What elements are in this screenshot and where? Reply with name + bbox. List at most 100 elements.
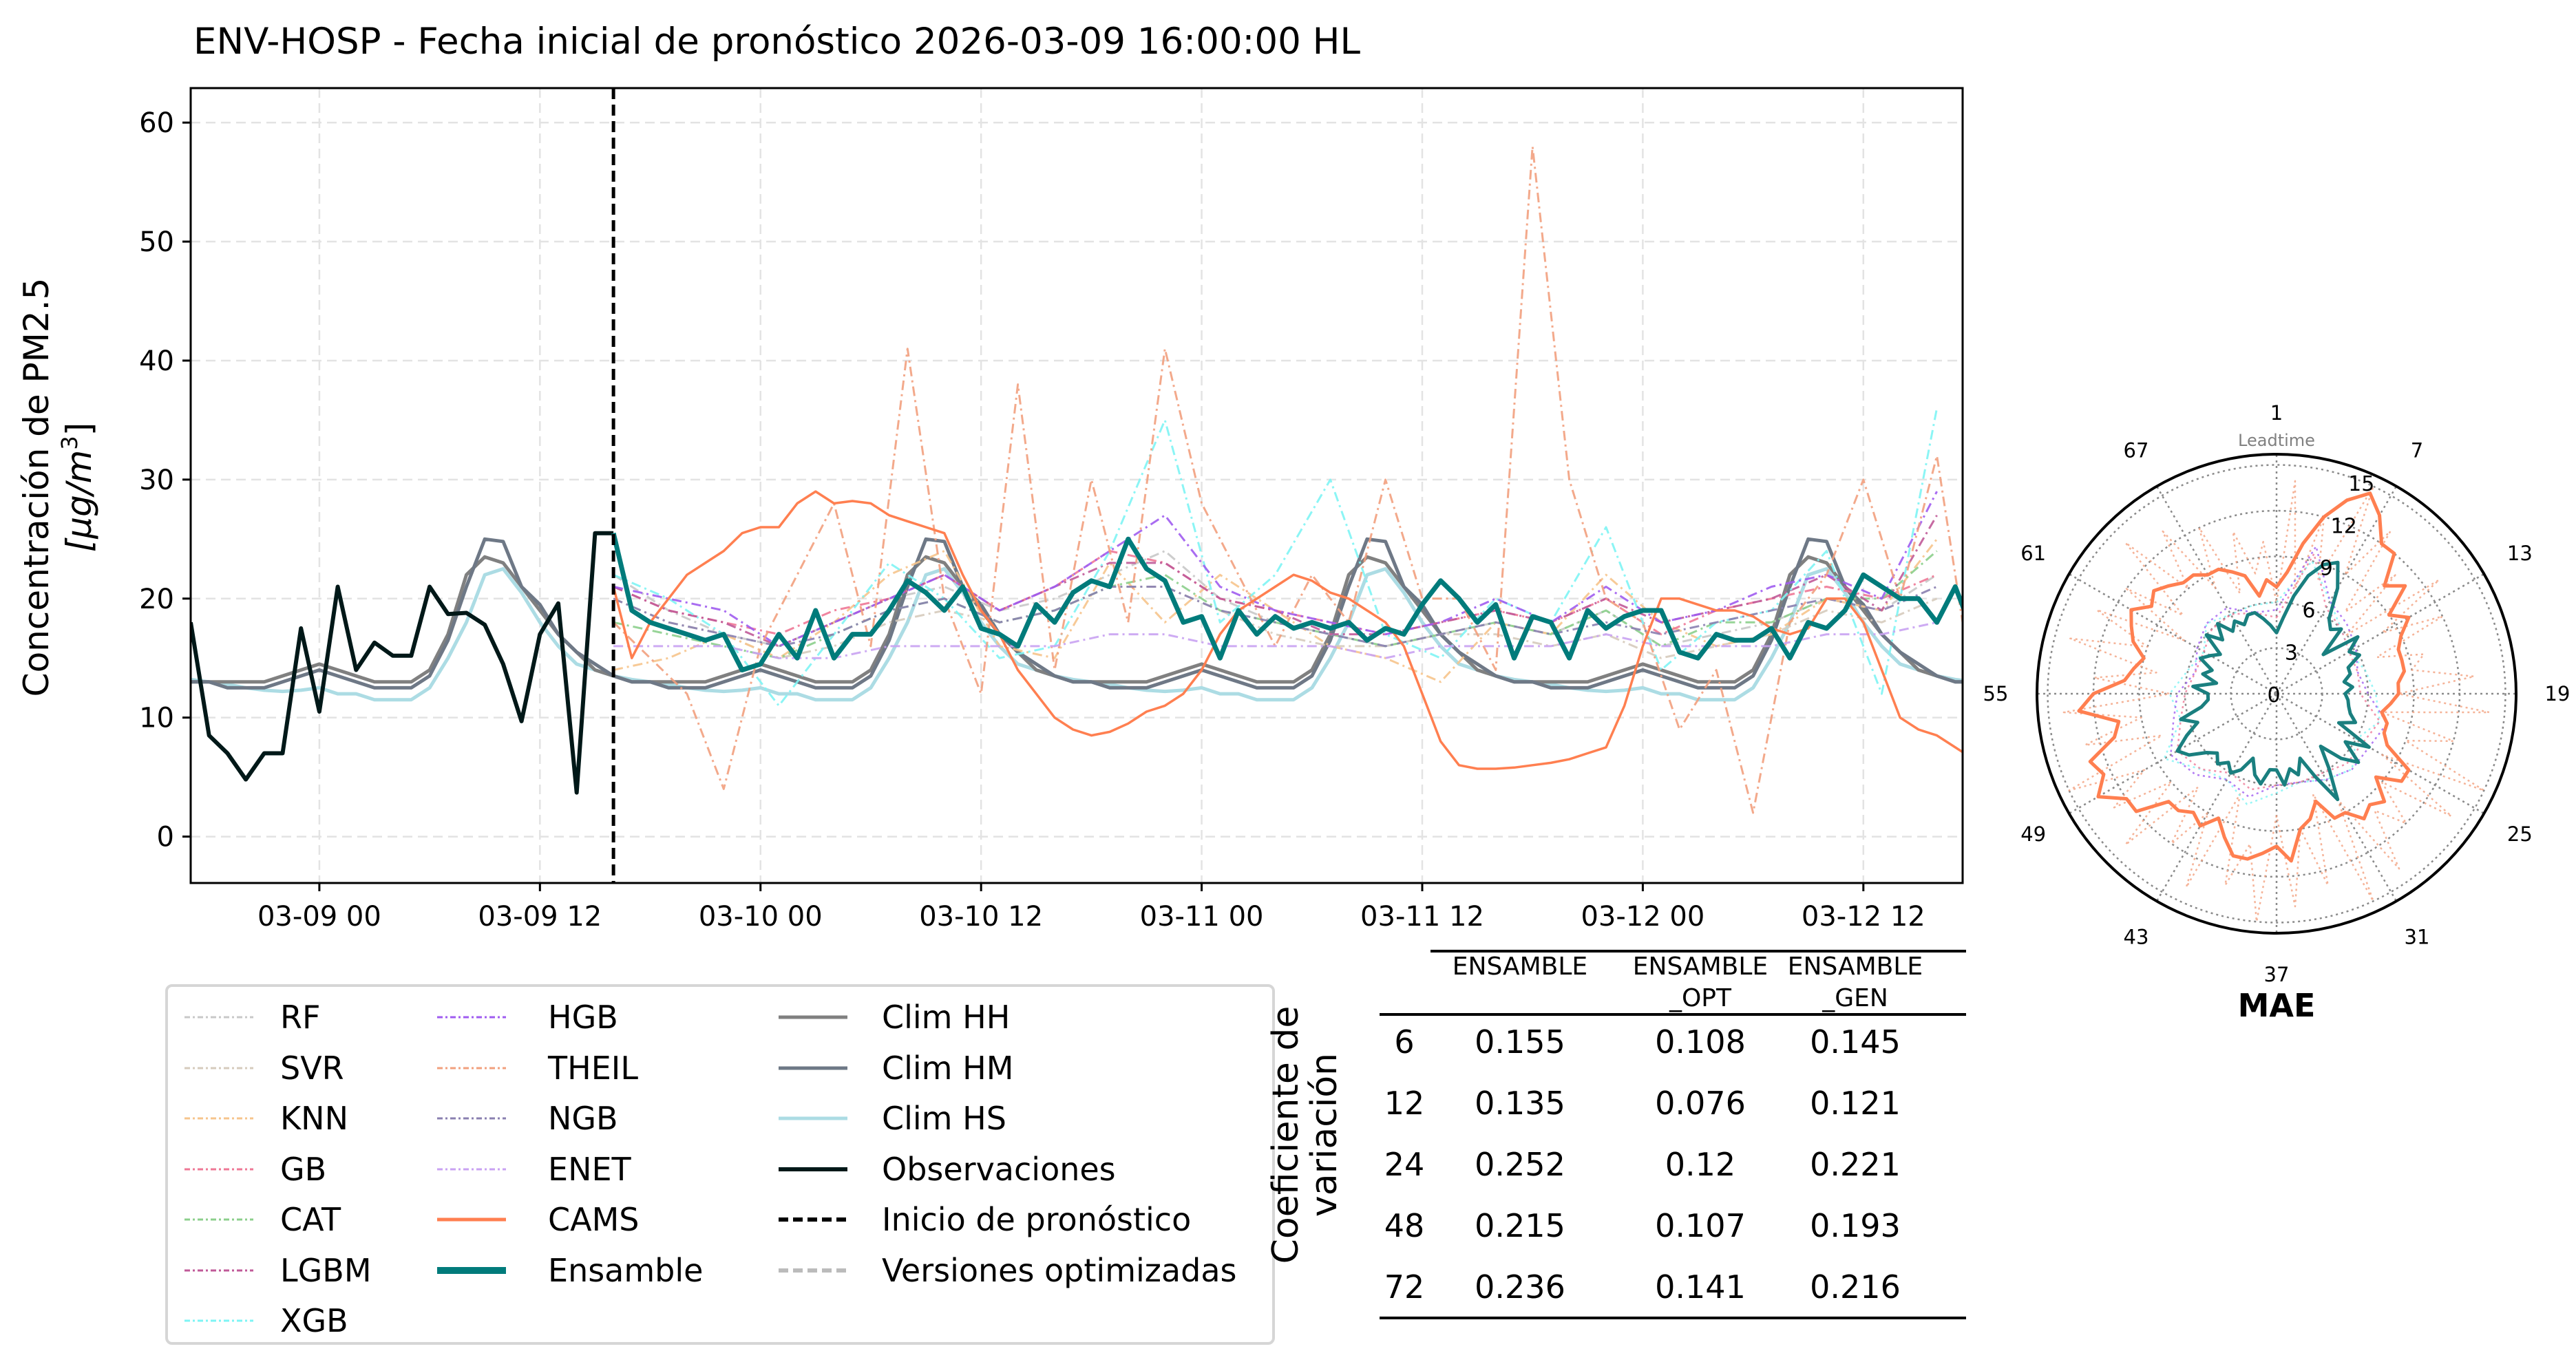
polar-series-hgb — [2170, 545, 2388, 798]
header-line: ENSAMBLE — [1787, 953, 1923, 981]
legend-label: CAMS — [548, 1201, 640, 1238]
pm25-timeseries-chart: ENV-HOSP - Fecha inicial de pronóstico 2… — [17, 21, 1964, 933]
polar-spoke — [2068, 573, 2277, 695]
x-tick-label: 03-09 00 — [257, 901, 381, 933]
polar-ring — [2092, 509, 2461, 878]
legend-item-inicio-de-pron-stico: Inicio de pronóstico — [779, 1199, 1191, 1240]
x-tick-label: 03-11 12 — [1360, 901, 1484, 933]
polar-spoke — [2276, 692, 2485, 815]
polar-theta-label: 37 — [2264, 963, 2290, 986]
side-label-line1: Coeficiente de — [1265, 1005, 1307, 1264]
table-bottom-rule — [1380, 1317, 1966, 1319]
y-tick-label: 40 — [139, 345, 174, 377]
legend-item-rf: RF — [184, 997, 320, 1038]
table-header-3: ENSAMBLE _GEN — [1752, 951, 1959, 1014]
legend-line-icon — [437, 1168, 506, 1170]
header-line: _OPT — [1669, 984, 1732, 1012]
unit-prefix: [μg/m — [59, 450, 99, 553]
series-clim-hh — [191, 555, 1963, 684]
legend-label: Ensamble — [548, 1251, 704, 1289]
legend-line-icon — [437, 1067, 506, 1069]
chart-title: ENV-HOSP - Fecha inicial de pronóstico 2… — [193, 21, 1361, 63]
series-xgb — [613, 407, 1939, 707]
series-theil — [613, 145, 1963, 814]
table-cell: 0.135 — [1475, 1085, 1565, 1122]
legend-item-clim-hh: Clim HH — [779, 997, 1010, 1038]
legend-item-theil: THEIL — [437, 1047, 638, 1089]
x-tick-label: 03-11 00 — [1140, 901, 1264, 933]
polar-series-gb — [2176, 553, 2381, 791]
polar-theta-label: 25 — [2507, 822, 2533, 846]
legend-line-icon — [779, 1015, 847, 1019]
legend-label: HGB — [548, 999, 618, 1036]
y-tick-label: 0 — [157, 822, 174, 853]
y-axis-label-line1: Concentración de PM2.5 — [17, 278, 56, 697]
polar-ring — [2138, 555, 2415, 832]
polar-origin — [2274, 691, 2279, 696]
legend-item-cat: CAT — [184, 1199, 341, 1240]
polar-theta-label: 61 — [2020, 542, 2046, 565]
legend-item-ensamble: Ensamble — [437, 1250, 703, 1291]
polar-spoke — [2155, 693, 2278, 902]
polar-series-ensamble — [2175, 560, 2371, 802]
series-clim-hm — [191, 537, 1963, 690]
table-cell: 0.108 — [1655, 1023, 1746, 1061]
header-line: ENSAMBLE — [1632, 953, 1769, 981]
x-tick-label: 03-09 12 — [478, 901, 602, 933]
polar-spoke — [2068, 692, 2277, 815]
legend-label: Clim HH — [882, 999, 1011, 1036]
polar-ring — [2230, 647, 2323, 741]
legend-label: Clim HS — [882, 1100, 1006, 1137]
series-cams — [612, 490, 1963, 770]
grid — [191, 88, 1963, 883]
polar-theta-label: 7 — [2411, 439, 2423, 462]
table-header-2: ENSAMBLE _OPT — [1597, 951, 1804, 1014]
legend-label: CAT — [280, 1201, 341, 1238]
legend-line-icon — [184, 1117, 253, 1120]
legend-line-icon — [184, 1067, 253, 1069]
legend-line-icon — [779, 1167, 847, 1171]
legend: RF SVR KNN GB CAT LGBM XGB HGB THEIL NGB ENET CAMS E… — [165, 984, 1275, 1345]
polar-spoke — [2155, 485, 2278, 694]
y-tick-label: 30 — [139, 465, 174, 496]
legend-line-icon — [184, 1168, 253, 1170]
series-ensamble — [611, 532, 1963, 672]
polar-series-xgb — [2163, 560, 2381, 805]
polar-theta-label: 1 — [2270, 401, 2283, 425]
table-cell: 0.12 — [1665, 1146, 1736, 1183]
table-row-leadtime: 24 — [1384, 1146, 1425, 1183]
table-cell: 0.076 — [1655, 1085, 1746, 1122]
polar-r-tick-label: 9 — [2320, 557, 2333, 581]
legend-label: Versiones optimizadas — [882, 1251, 1237, 1289]
polar-frame — [2036, 453, 2517, 935]
polar-spoke — [2276, 573, 2485, 695]
plot-frame — [189, 87, 1964, 884]
legend-item-hgb: HGB — [437, 997, 618, 1038]
table-row-leadtime: 12 — [1384, 1085, 1425, 1122]
table-cell: 0.252 — [1475, 1146, 1565, 1183]
legend-item-versiones-optimizadas: Versiones optimizadas — [779, 1250, 1236, 1291]
y-axis-label-unit: [μg/m3] — [56, 423, 99, 552]
polar-ring — [2184, 601, 2369, 787]
legend-line-icon — [184, 1269, 253, 1271]
table-row-leadtime: 48 — [1384, 1207, 1425, 1244]
x-tick-label: 03-12 12 — [1802, 901, 1925, 933]
y-tick-label: 60 — [139, 107, 174, 139]
polar-spoke — [2275, 693, 2398, 902]
legend-line-icon — [437, 1016, 506, 1019]
legend-line-icon — [779, 1268, 847, 1273]
legend-line-icon — [779, 1116, 847, 1120]
legend-item-clim-hm: Clim HM — [779, 1047, 1013, 1089]
legend-label: SVR — [280, 1049, 344, 1087]
polar-r-tick-label: 0 — [2267, 683, 2280, 707]
polar-theta-label: 13 — [2507, 542, 2533, 565]
header-line: _GEN — [1822, 984, 1888, 1012]
table-cell: 0.107 — [1655, 1207, 1746, 1244]
polar-theta-label: 67 — [2124, 439, 2149, 462]
x-tick-label: 03-10 12 — [919, 901, 1043, 933]
legend-label: Clim HM — [882, 1049, 1014, 1087]
table-cell: 0.141 — [1655, 1268, 1746, 1306]
polar-r-tick-label: 15 — [2348, 472, 2374, 496]
series-observaciones — [191, 531, 614, 795]
table-header-1: ENSAMBLE — [1417, 951, 1623, 1014]
